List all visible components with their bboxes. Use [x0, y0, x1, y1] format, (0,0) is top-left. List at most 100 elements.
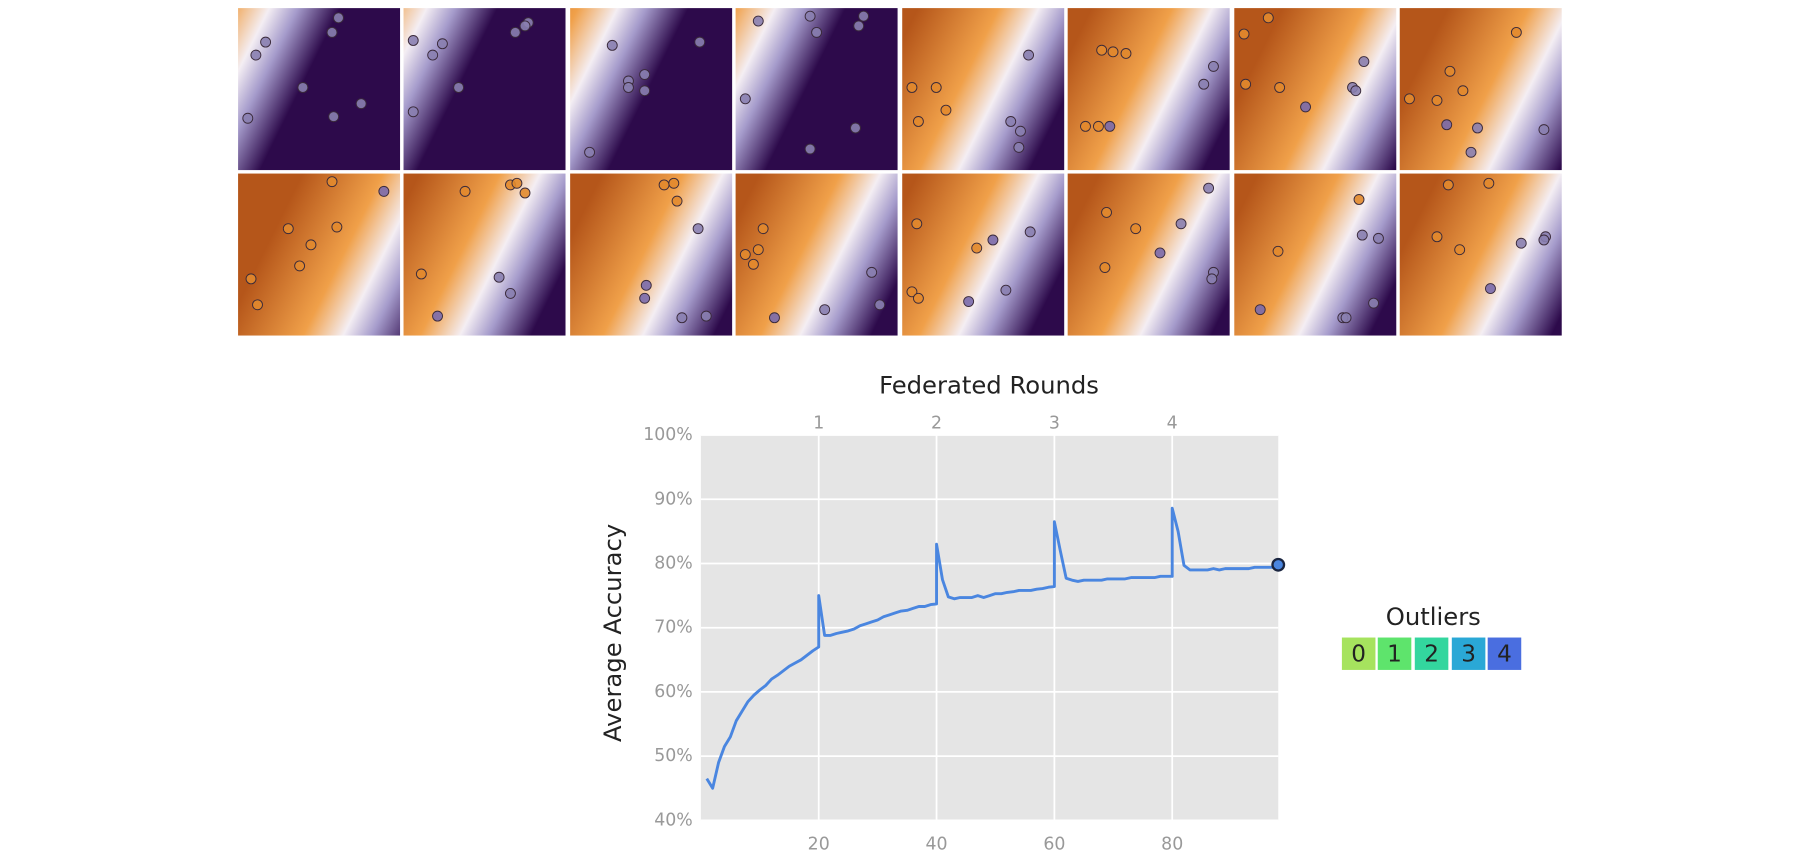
tile-background	[403, 8, 566, 171]
y-tick-label: 90%	[654, 489, 693, 509]
tile-point	[1472, 122, 1483, 134]
tile-point	[1515, 237, 1527, 249]
legend-swatch[interactable]	[1451, 637, 1486, 670]
legend-swatch[interactable]	[1487, 637, 1522, 670]
tile-point	[747, 258, 759, 270]
tile-background	[1234, 8, 1397, 171]
legend-swatch[interactable]	[1341, 637, 1376, 670]
tile-point	[752, 15, 764, 27]
tile	[570, 8, 733, 171]
tile-background	[735, 173, 898, 336]
tile	[403, 8, 566, 171]
tile-background	[403, 173, 566, 336]
tile	[1067, 8, 1230, 171]
tile-point	[250, 49, 262, 61]
legend-swatch[interactable]	[1377, 637, 1412, 670]
tile-point	[1240, 78, 1252, 90]
tile	[238, 173, 401, 336]
tile-point	[668, 177, 680, 189]
tile-point	[1272, 245, 1284, 257]
tile	[735, 173, 898, 336]
tile-point	[906, 82, 918, 93]
tile-point	[1431, 231, 1443, 243]
tile-point	[1203, 182, 1215, 194]
tile-point	[1442, 179, 1454, 191]
tile-point	[333, 12, 344, 24]
tile-point	[874, 299, 886, 311]
tile-point	[1023, 49, 1035, 61]
tile-point	[493, 271, 505, 283]
tile-point	[912, 292, 924, 304]
tile-point	[1444, 65, 1456, 77]
tile-point	[1353, 194, 1365, 205]
tile	[902, 173, 1065, 336]
tile-point	[1300, 101, 1311, 113]
chart-title: Federated Rounds	[879, 370, 1099, 399]
tile-point	[692, 223, 704, 235]
tile-point	[912, 116, 924, 127]
y-tick-label: 100%	[643, 425, 693, 445]
tile-point	[866, 266, 878, 278]
tile-point	[811, 26, 823, 38]
tile-point	[407, 35, 419, 46]
legend-label[interactable]: 3	[1461, 641, 1476, 667]
top-tick-label: 4	[1167, 413, 1178, 433]
y-tick-label: 40%	[654, 810, 693, 830]
tile-point	[1080, 120, 1091, 132]
legend-title: Outliers	[1386, 602, 1481, 631]
tile	[403, 173, 566, 336]
tile-point	[432, 310, 443, 322]
tile	[1234, 8, 1397, 171]
tile-point	[1457, 85, 1469, 97]
tile	[238, 8, 401, 171]
tile-point	[331, 221, 343, 233]
tile-background	[238, 173, 401, 336]
x-tick-label: 40	[926, 835, 948, 855]
tile-point	[1005, 116, 1017, 127]
tile-point	[509, 26, 521, 38]
tile	[1399, 173, 1562, 336]
tile-point	[436, 38, 448, 50]
tile-background	[1399, 8, 1562, 171]
legend-label[interactable]: 2	[1424, 641, 1439, 667]
tile-point	[606, 39, 618, 51]
tile-point	[1130, 223, 1142, 235]
tile-point	[700, 310, 712, 322]
legend-label[interactable]: 0	[1351, 641, 1366, 667]
tile-point	[971, 242, 983, 254]
legend-label[interactable]: 1	[1387, 641, 1402, 667]
tile	[1067, 173, 1230, 336]
y-tick-label: 70%	[654, 618, 693, 638]
tile-point	[1254, 304, 1266, 316]
tile	[902, 8, 1065, 171]
tile-point	[757, 223, 769, 235]
tile-point	[963, 296, 975, 307]
tile-point	[1340, 312, 1352, 324]
tile-point	[1120, 48, 1132, 59]
tile-point	[378, 185, 390, 197]
tile-point	[242, 112, 254, 124]
tile-point	[1013, 141, 1025, 153]
tile-point	[987, 234, 999, 246]
tile-point	[769, 312, 780, 324]
y-axis-label: Average Accuracy	[598, 524, 627, 742]
tile-point	[1015, 125, 1026, 137]
legend-label[interactable]: 4	[1497, 641, 1512, 667]
tile-point	[297, 82, 309, 93]
tile-point	[1373, 232, 1384, 244]
legend-swatch[interactable]	[1414, 637, 1449, 670]
tile-background	[570, 8, 733, 171]
tile-point	[584, 146, 596, 158]
tile-point	[639, 85, 651, 97]
tile-point	[694, 36, 706, 48]
x-tick-label: 20	[808, 835, 830, 855]
tile-point	[623, 82, 634, 93]
tile-point	[940, 104, 952, 116]
tile-point	[1104, 120, 1116, 132]
top-tick-label: 1	[813, 413, 824, 433]
tile	[735, 8, 898, 171]
tile-point	[853, 20, 865, 32]
tile-point	[326, 176, 338, 188]
x-tick-label: 80	[1161, 835, 1183, 855]
